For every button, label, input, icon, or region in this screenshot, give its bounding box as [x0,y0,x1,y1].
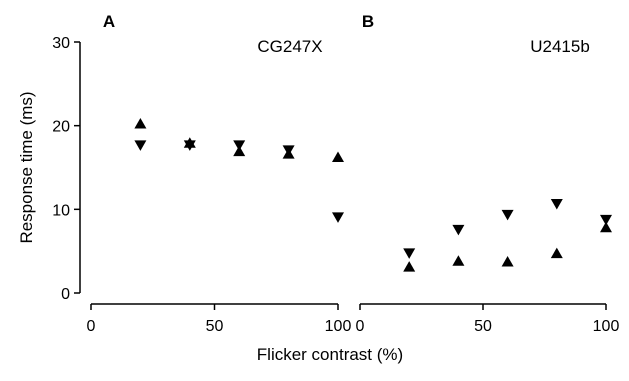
data-point-triangle-up [600,221,612,233]
y-axis-title: Response time (ms) [17,91,36,243]
series-triangle-down [134,140,344,223]
data-point-triangle-down [501,209,514,221]
panel-title: CG247X [257,37,322,56]
x-tick-label: 0 [356,318,365,335]
y-tick-label: 0 [61,286,70,303]
panel-title: U2415b [530,37,590,56]
x-tick-label: 50 [206,318,224,335]
data-point-triangle-down [332,212,344,223]
data-point-triangle-down [183,140,196,151]
x-tick-label: 0 [87,318,96,335]
data-point-triangle-up [452,255,465,266]
data-point-triangle-down [233,140,246,151]
data-point-triangle-down [282,145,295,156]
data-point-triangle-up [550,247,563,259]
data-point-triangle-down [403,248,416,259]
data-point-triangle-down [134,140,147,151]
x-tick-label: 100 [325,318,352,335]
y-tick-label: 10 [52,202,70,219]
data-point-triangle-up [332,151,344,162]
data-point-triangle-up [403,261,416,272]
y-tick-label: 20 [52,119,70,136]
data-point-triangle-down [550,198,563,210]
data-point-triangle-down [452,224,465,236]
series-triangle-up [403,221,612,272]
panel-a: A CG247X 0 50 100 0 10 20 30 Response time (ms) [17,12,351,335]
x-tick-label: 50 [474,318,492,335]
y-tick-label: 30 [52,35,70,52]
x-tick-label: 100 [593,318,620,335]
data-point-triangle-up [501,256,514,267]
series-triangle-up [134,117,344,162]
x-axis-title: Flicker contrast (%) [257,345,403,364]
panel-letter: A [103,12,115,31]
panel-b: B U2415b 0 50 100 [356,12,620,335]
series-triangle-down [403,198,612,259]
panel-letter: B [362,12,374,31]
data-point-triangle-up [134,117,147,129]
data-point-triangle-down [600,214,612,226]
